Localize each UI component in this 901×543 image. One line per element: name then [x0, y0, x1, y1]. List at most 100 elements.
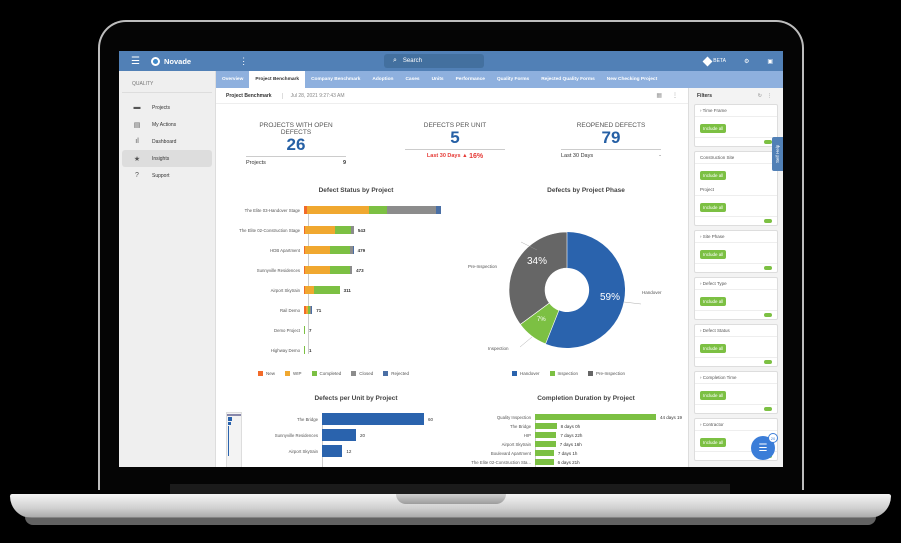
bar-segment-completed[interactable]	[304, 326, 305, 334]
bar-segment-rejected[interactable]	[436, 206, 441, 214]
toggle-switch[interactable]	[764, 360, 772, 364]
account-icon[interactable]: ▣	[767, 58, 773, 65]
bar-segment-completed[interactable]	[330, 246, 351, 254]
filter-toggle[interactable]	[695, 404, 777, 413]
bar-segment-wip[interactable]	[305, 246, 331, 254]
bar-segment-completed[interactable]	[304, 346, 305, 354]
bar-segment-closed[interactable]	[350, 266, 353, 274]
filter-toggle[interactable]	[695, 263, 777, 272]
legend-item-new[interactable]: New	[258, 371, 275, 377]
toggle-switch[interactable]	[764, 219, 772, 223]
bar[interactable]	[535, 459, 554, 465]
bar-segment-wip[interactable]	[306, 206, 369, 214]
brand-logo[interactable]: Novade	[151, 56, 191, 66]
bar-segment-completed[interactable]	[334, 226, 352, 234]
include-all-chip[interactable]: Include all	[700, 124, 727, 133]
sidebar-item-projects[interactable]: ▬ Projects	[122, 99, 212, 116]
legend-item-pre-inspection[interactable]: Pre-Inspection	[588, 371, 625, 377]
tab-rejected-quality-forms[interactable]: Rejected Quality Forms	[541, 77, 595, 82]
bar-segment-completed[interactable]	[368, 206, 387, 214]
bar-segment-closed[interactable]	[386, 206, 437, 214]
toggle-switch[interactable]	[764, 313, 772, 317]
toggle-switch[interactable]	[764, 407, 772, 411]
bar-segment-new[interactable]	[304, 306, 306, 314]
bar-segment-completed[interactable]	[308, 306, 310, 314]
more-vert-icon[interactable]: ⋮	[672, 93, 678, 99]
bar-segment-completed[interactable]	[313, 286, 340, 294]
legend-item-closed[interactable]: Closed	[351, 371, 373, 377]
filter-title[interactable]: › Completion Time	[695, 372, 777, 384]
menu-icon[interactable]: ☰	[131, 55, 140, 67]
filter-title[interactable]: › Time Frame	[695, 105, 777, 117]
self-help-tab[interactable]: Self Help	[772, 137, 783, 171]
bar-segment-new[interactable]	[304, 246, 305, 254]
search-input[interactable]: ⌕ Search	[384, 54, 484, 68]
filter-title[interactable]: › Defect Status	[695, 325, 777, 337]
bar-segment-completed[interactable]	[330, 266, 351, 274]
legend-item-wip[interactable]: WIP	[285, 371, 302, 377]
filter-title[interactable]: Construction Site	[695, 152, 777, 164]
bar[interactable]	[535, 450, 554, 456]
sidebar-item-my-actions[interactable]: ▤ My Actions	[122, 116, 212, 133]
include-all-chip[interactable]: Include all	[700, 297, 727, 306]
bar[interactable]	[535, 423, 557, 429]
bar[interactable]	[535, 414, 656, 420]
bar-segment-new[interactable]	[304, 226, 305, 234]
filter-toggle[interactable]	[695, 137, 777, 146]
bar-segment-closed[interactable]	[350, 246, 353, 254]
include-all-chip[interactable]: Include all	[700, 391, 727, 400]
more-vert-icon[interactable]: ⋮	[767, 93, 777, 99]
bar[interactable]	[322, 445, 343, 457]
bar-segment-wip[interactable]	[305, 226, 335, 234]
bar[interactable]	[535, 432, 557, 438]
tab-new-checking-project[interactable]: New Checking Project	[606, 77, 658, 82]
legend-item-completed[interactable]: Completed	[311, 371, 341, 377]
filter-title[interactable]: Project	[695, 184, 777, 196]
bar-segment-rejected[interactable]	[352, 246, 354, 254]
bar-segment-new[interactable]	[304, 286, 305, 294]
include-all-chip[interactable]: Include all	[700, 344, 727, 353]
beta-button[interactable]: BETA	[702, 56, 726, 66]
defects-per-unit-navigator[interactable]	[226, 412, 242, 467]
tab-units[interactable]: Units	[431, 77, 444, 82]
sidebar-item-support[interactable]: ? Support	[122, 167, 212, 184]
tab-quality-forms[interactable]: Quality Forms	[496, 77, 530, 82]
actions-fab[interactable]: ☰ 20	[751, 433, 778, 460]
legend-item-handover[interactable]: Handover	[512, 371, 540, 377]
bar-segment-new[interactable]	[304, 266, 305, 274]
bar-segment-wip[interactable]	[305, 286, 314, 294]
bar-segment-wip[interactable]	[305, 266, 331, 274]
fullscreen-icon[interactable]: ▦	[656, 93, 662, 99]
tab-overview[interactable]: Overview	[222, 77, 244, 82]
bar-segment-closed[interactable]	[351, 226, 354, 234]
bar-segment-rejected[interactable]	[311, 306, 313, 314]
filter-title[interactable]: › Site Phase	[695, 231, 777, 243]
tab-adoption[interactable]: Adoption	[372, 77, 394, 82]
bar[interactable]	[322, 413, 424, 425]
tab-project-benchmark[interactable]: Project Benchmark	[249, 71, 306, 88]
more-vert-icon[interactable]: ⋮	[239, 55, 249, 66]
tab-company-benchmark[interactable]: Company Benchmark	[311, 77, 361, 82]
legend-item-inspection[interactable]: Inspection	[549, 371, 578, 377]
filter-toggle[interactable]	[695, 357, 777, 366]
sidebar-item-insights[interactable]: ★ Insights	[122, 150, 212, 167]
filter-title[interactable]: › Defect Type	[695, 278, 777, 290]
filter-toggle[interactable]	[695, 216, 777, 225]
filter-title[interactable]: › Contractor	[695, 419, 777, 431]
bar-segment-new[interactable]	[304, 206, 307, 214]
legend-item-rejected[interactable]: Rejected	[383, 371, 409, 377]
include-all-chip[interactable]: Include all	[700, 171, 727, 180]
bar-segment-closed[interactable]	[309, 306, 312, 314]
include-all-chip[interactable]: Include all	[700, 203, 727, 212]
tab-cases[interactable]: Cases	[405, 77, 420, 82]
bar[interactable]	[322, 429, 356, 441]
toggle-switch[interactable]	[764, 266, 772, 270]
tab-performance[interactable]: Performance	[455, 77, 485, 82]
filter-toggle[interactable]	[695, 310, 777, 319]
reset-icon[interactable]: ↻	[757, 93, 767, 99]
bar[interactable]	[535, 441, 556, 447]
sidebar-item-dashboard[interactable]: ıl Dashboard	[122, 133, 212, 150]
bar-segment-wip[interactable]	[305, 306, 309, 314]
include-all-chip[interactable]: Include all	[700, 438, 727, 447]
include-all-chip[interactable]: Include all	[700, 250, 727, 259]
